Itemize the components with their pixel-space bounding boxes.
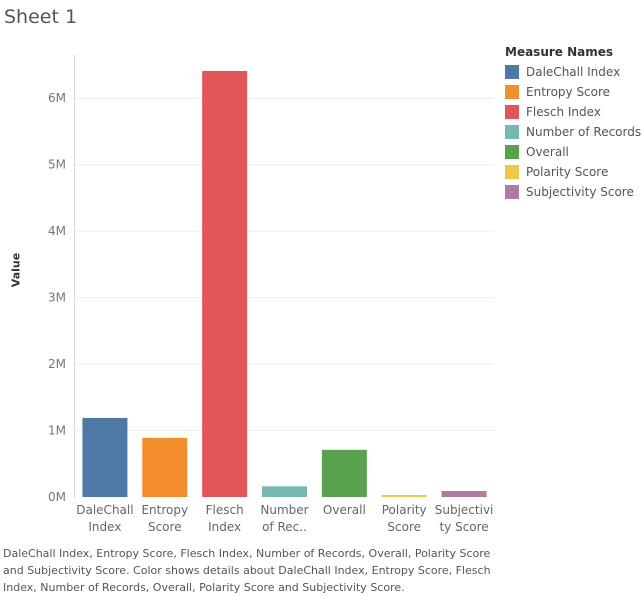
- y-tick-label: 2M: [48, 357, 66, 371]
- legend-item[interactable]: Number of Records: [505, 122, 641, 142]
- x-tick-label: Flesch: [206, 503, 244, 517]
- legend-item[interactable]: Flesch Index: [505, 102, 641, 122]
- x-tick-label: Number: [260, 503, 308, 517]
- legend-title: Measure Names: [505, 45, 614, 59]
- x-tick-label: Polarity: [382, 503, 427, 517]
- bar-overall[interactable]: [321, 449, 367, 497]
- legend-label: Overall: [526, 145, 569, 159]
- legend-swatch: [505, 185, 519, 199]
- x-tick-label: Overall: [323, 503, 366, 517]
- legend-swatch: [505, 85, 519, 99]
- bar-dalechall-index[interactable]: [82, 417, 128, 497]
- legend-label: Subjectivity Score: [526, 185, 634, 199]
- legend-swatch: [505, 125, 519, 139]
- legend-swatch: [505, 105, 519, 119]
- bar-number-of-records[interactable]: [262, 486, 307, 497]
- x-tick-label: DaleChall: [76, 503, 133, 517]
- legend-item[interactable]: Overall: [505, 142, 641, 162]
- bar-polarity-score[interactable]: [381, 495, 427, 497]
- legend-items: DaleChall Index Entropy Score Flesch Index…: [505, 62, 641, 202]
- legend-swatch: [505, 165, 519, 179]
- legend-item[interactable]: Entropy Score: [505, 82, 641, 102]
- legend-label: Flesch Index: [526, 105, 601, 119]
- x-tick-label: Index: [88, 520, 121, 534]
- chart-caption: DaleChall Index, Entropy Score, Flesch I…: [3, 547, 491, 594]
- y-tick-label: 3M: [48, 291, 66, 305]
- y-tick-label: 0M: [48, 490, 66, 504]
- legend-label: Polarity Score: [526, 165, 609, 179]
- y-tick-label: 1M: [48, 424, 66, 438]
- y-tick-label: 4M: [48, 224, 66, 238]
- bar-subjectivity-score[interactable]: [441, 491, 487, 497]
- legend-item[interactable]: Subjectivity Score: [505, 182, 641, 202]
- sheet-title: Sheet 1: [4, 6, 78, 28]
- legend-swatch: [505, 145, 519, 159]
- legend-item[interactable]: DaleChall Index: [505, 62, 641, 82]
- legend-item[interactable]: Polarity Score: [505, 162, 641, 182]
- x-tick-label: Entropy: [141, 503, 188, 517]
- legend: Measure Names DaleChall Index Entropy Sco…: [505, 45, 641, 202]
- x-tick-label: Index: [208, 520, 241, 534]
- y-tick-label: 6M: [48, 91, 66, 105]
- x-tick-label: ty Score: [439, 520, 488, 534]
- bar-flesch-index[interactable]: [202, 70, 248, 497]
- legend-label: DaleChall Index: [526, 65, 621, 79]
- bar-entropy-score[interactable]: [142, 437, 188, 497]
- legend-label: Entropy Score: [526, 85, 611, 99]
- legend-label: Number of Records: [526, 125, 642, 139]
- bar-chart: 0M 1M 2M 3M 4M 5M 6M DaleChall Index Entropy Score…: [48, 55, 494, 534]
- x-tick-label: Score: [387, 520, 421, 534]
- legend-swatch: [505, 65, 519, 79]
- x-tick-label: Subjectivi: [435, 503, 494, 517]
- x-tick-label: Score: [148, 520, 182, 534]
- x-tick-label: of Rec..: [262, 520, 307, 534]
- y-tick-label: 5M: [48, 158, 66, 172]
